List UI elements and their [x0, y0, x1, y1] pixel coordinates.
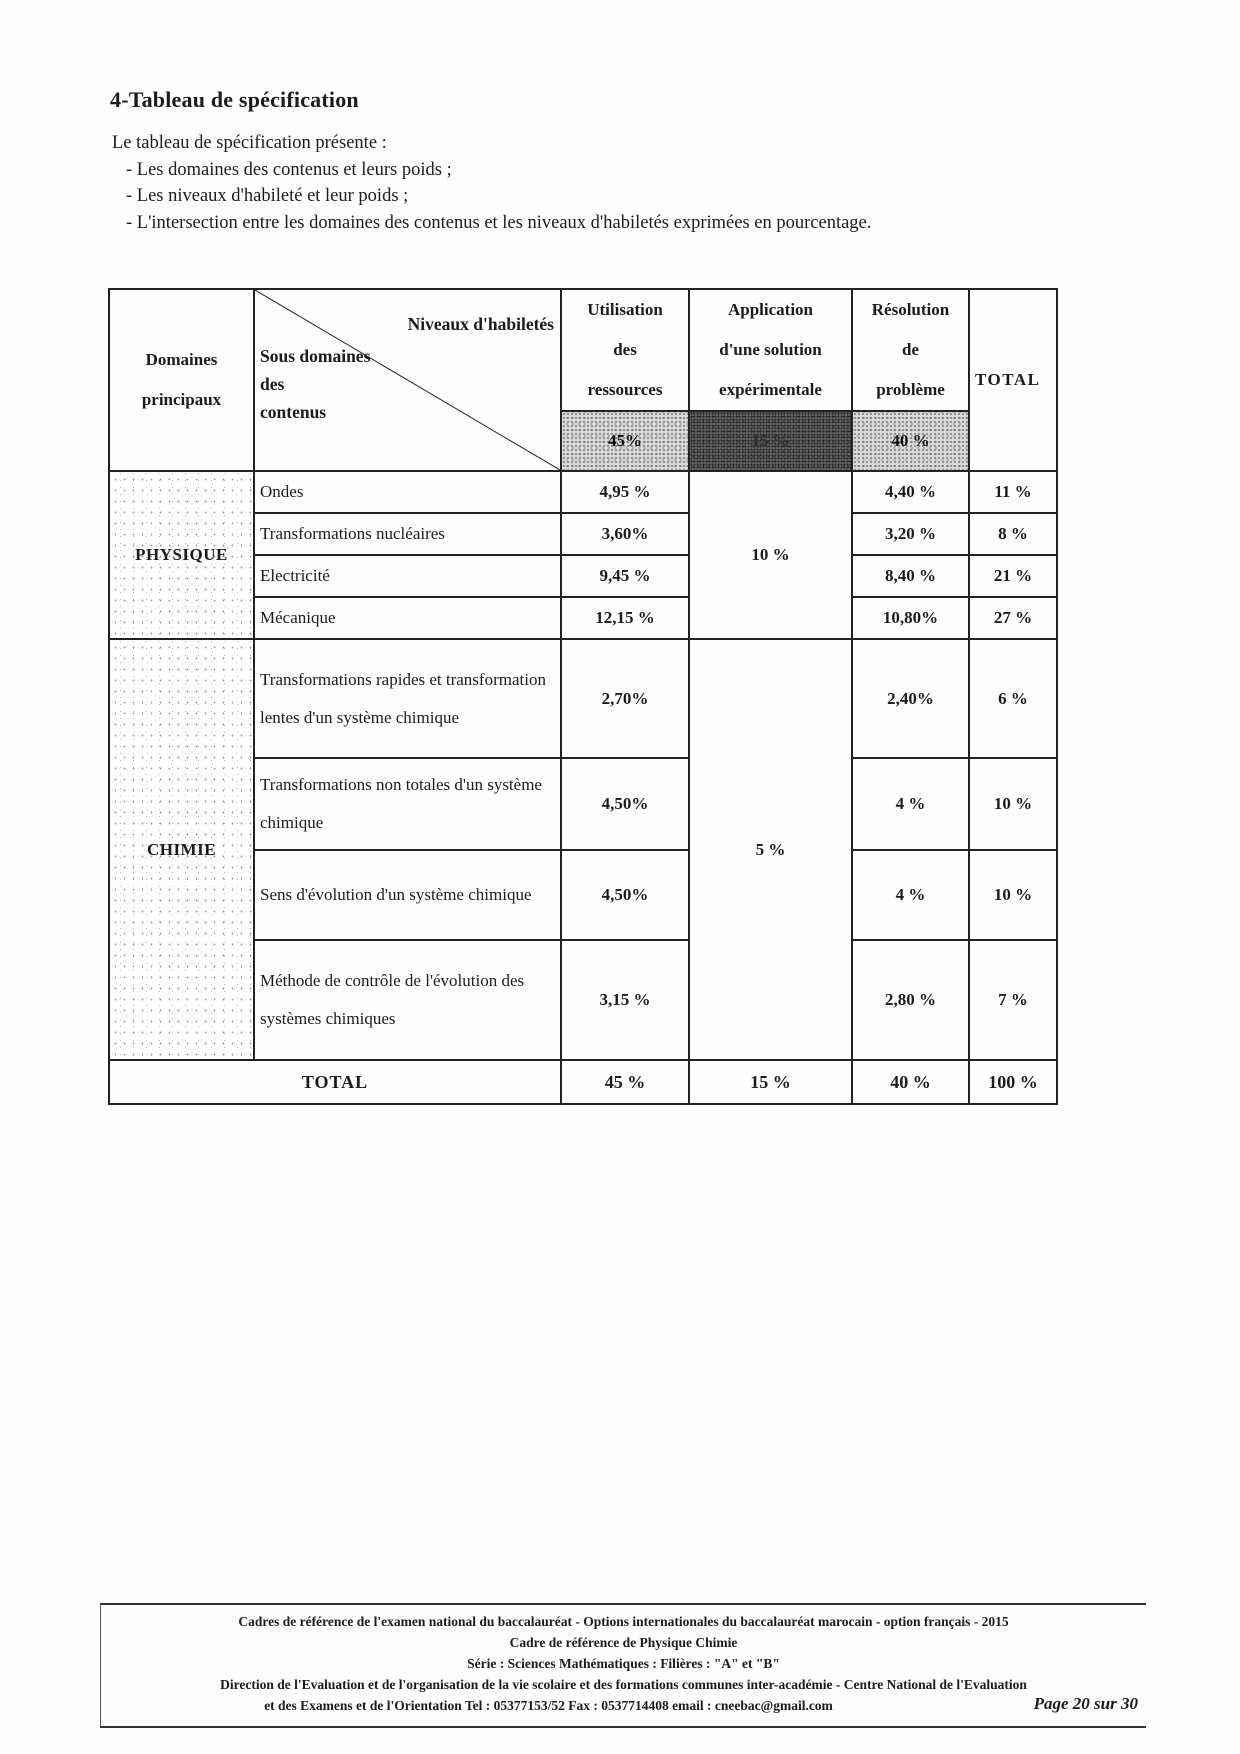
footer-contact-line: et des Examens et de l'Orientation Tel :… — [109, 1694, 1138, 1716]
total-row-label: TOTAL — [108, 1059, 562, 1105]
subdomain-cell: Mécanique — [253, 596, 562, 640]
skills-axis-label: Niveaux d'habiletés — [407, 314, 554, 334]
domain-label-chimie: CHIMIE — [108, 638, 255, 1061]
column-header-resolution: Résolution de problème — [851, 288, 970, 412]
utilisation-value: 4,50% — [560, 757, 690, 851]
bullet-item: - L'intersection entre les domaines des … — [126, 212, 872, 233]
total-application: 15 % — [688, 1059, 853, 1105]
domain-label-physique: PHYSIQUE — [108, 470, 255, 640]
resolution-value: 3,20 % — [851, 512, 970, 556]
table-row: Mécanique 12,15 % 10,80% 27 % — [109, 596, 1058, 640]
resolution-value: 2,80 % — [851, 939, 970, 1061]
application-value-physique: 10 % — [688, 470, 853, 640]
weights-row: 45% 15 % 40 % — [109, 410, 1057, 472]
utilisation-value: 3,15 % — [560, 939, 690, 1061]
utilisation-value: 9,45 % — [560, 554, 690, 598]
subdomain-cell: Sens d'évolution d'un système chimique — [253, 849, 562, 941]
total-row: TOTAL 45 % 15 % 40 % 100 % — [108, 1059, 1058, 1105]
bullet-item: - Les niveaux d'habileté et leur poids ; — [126, 186, 409, 206]
column-header-utilisation: Utilisation des ressources — [560, 288, 690, 412]
footer-line: Série : Sciences Mathématiques : Filière… — [467, 1656, 780, 1671]
header-row: Domaines principaux Niveaux d'habiletés … — [108, 288, 1058, 472]
application-value-chimie: 5 % — [688, 638, 853, 1061]
table-row: Transformations non totales d'un système… — [109, 757, 1058, 851]
table-row: Méthode de contrôle de l'évolution des s… — [109, 939, 1058, 1061]
bullet-item: - Les domaines des contenus et leurs poi… — [126, 159, 452, 180]
table-row: Sens d'évolution d'un système chimique 4… — [109, 849, 1058, 941]
page-number: Page 20 sur 30 — [1033, 1694, 1138, 1713]
specification-table: Domaines principaux Niveaux d'habiletés … — [108, 288, 1058, 1105]
resolution-value: 2,40% — [851, 638, 970, 759]
total-value: 21 % — [968, 554, 1058, 598]
utilisation-value: 4,95 % — [560, 470, 690, 514]
subdomains-axis-label: Sous domaines des contenus — [260, 346, 371, 422]
total-value: 11 % — [968, 470, 1058, 514]
utilisation-value: 12,15 % — [560, 596, 690, 640]
utilisation-value: 3,60% — [560, 512, 690, 556]
total-value: 10 % — [968, 757, 1058, 851]
table-row: PHYSIQUE Ondes 4,95 % 10 % 4,40 % 11 % — [108, 470, 1058, 640]
total-value: 7 % — [968, 939, 1058, 1061]
resolution-value: 8,40 % — [851, 554, 970, 598]
subdomain-cell: Transformations nucléaires — [253, 512, 562, 556]
total-value: 6 % — [968, 638, 1058, 759]
subdomain-cell: Ondes — [253, 470, 562, 514]
table-row: Transformations nucléaires 3,60% 3,20 % … — [109, 512, 1058, 556]
corner-cell: Niveaux d'habiletés Sous domaines des co… — [253, 288, 562, 472]
subdomain-cell: Transformations rapides et transformatio… — [253, 638, 562, 759]
resolution-value: 4 % — [851, 849, 970, 941]
intro-paragraph: Le tableau de spécification présente : -… — [112, 130, 1042, 236]
footer-line: Cadres de référence de l'examen national… — [238, 1614, 1009, 1629]
subdomain-cell: Méthode de contrôle de l'évolution des s… — [253, 939, 562, 1061]
total-value: 10 % — [968, 849, 1058, 941]
total-utilisation: 45 % — [560, 1059, 690, 1105]
page-title: 4-Tableau de spécification — [110, 86, 359, 112]
resolution-value: 10,80% — [851, 596, 970, 640]
utilisation-value: 4,50% — [560, 849, 690, 941]
footer-line: et des Examens et de l'Orientation Tel :… — [264, 1698, 833, 1713]
column-header-application: Application d'une solution expérimentale — [688, 288, 853, 412]
domains-header-cell: Domaines principaux — [108, 288, 255, 472]
table-row: Electricité 9,45 % 8,40 % 21 % — [109, 554, 1058, 598]
resolution-value: 4,40 % — [851, 470, 970, 514]
weight-utilisation: 45% — [560, 410, 690, 472]
total-value: 27 % — [968, 596, 1058, 640]
resolution-value: 4 % — [851, 757, 970, 851]
grand-total: 100 % — [968, 1059, 1058, 1105]
table-row: CHIMIE Transformations rapides et transf… — [108, 638, 1058, 1061]
weight-application: 15 % — [688, 410, 853, 472]
total-value: 8 % — [968, 512, 1058, 556]
weight-resolution: 40 % — [851, 410, 970, 472]
intro-lead: Le tableau de spécification présente : — [112, 133, 387, 153]
page-footer: Cadres de référence de l'examen national… — [100, 1603, 1146, 1728]
subdomain-cell: Transformations non totales d'un système… — [253, 757, 562, 851]
footer-line: Cadre de référence de Physique Chimie — [509, 1635, 738, 1650]
diagonal-line — [255, 290, 560, 470]
utilisation-value: 2,70% — [560, 638, 690, 759]
column-header-total: TOTAL — [968, 288, 1058, 472]
subdomain-cell: Electricité — [253, 554, 562, 598]
footer-line: Direction de l'Evaluation et de l'organi… — [220, 1677, 1027, 1692]
total-resolution: 40 % — [851, 1059, 970, 1105]
